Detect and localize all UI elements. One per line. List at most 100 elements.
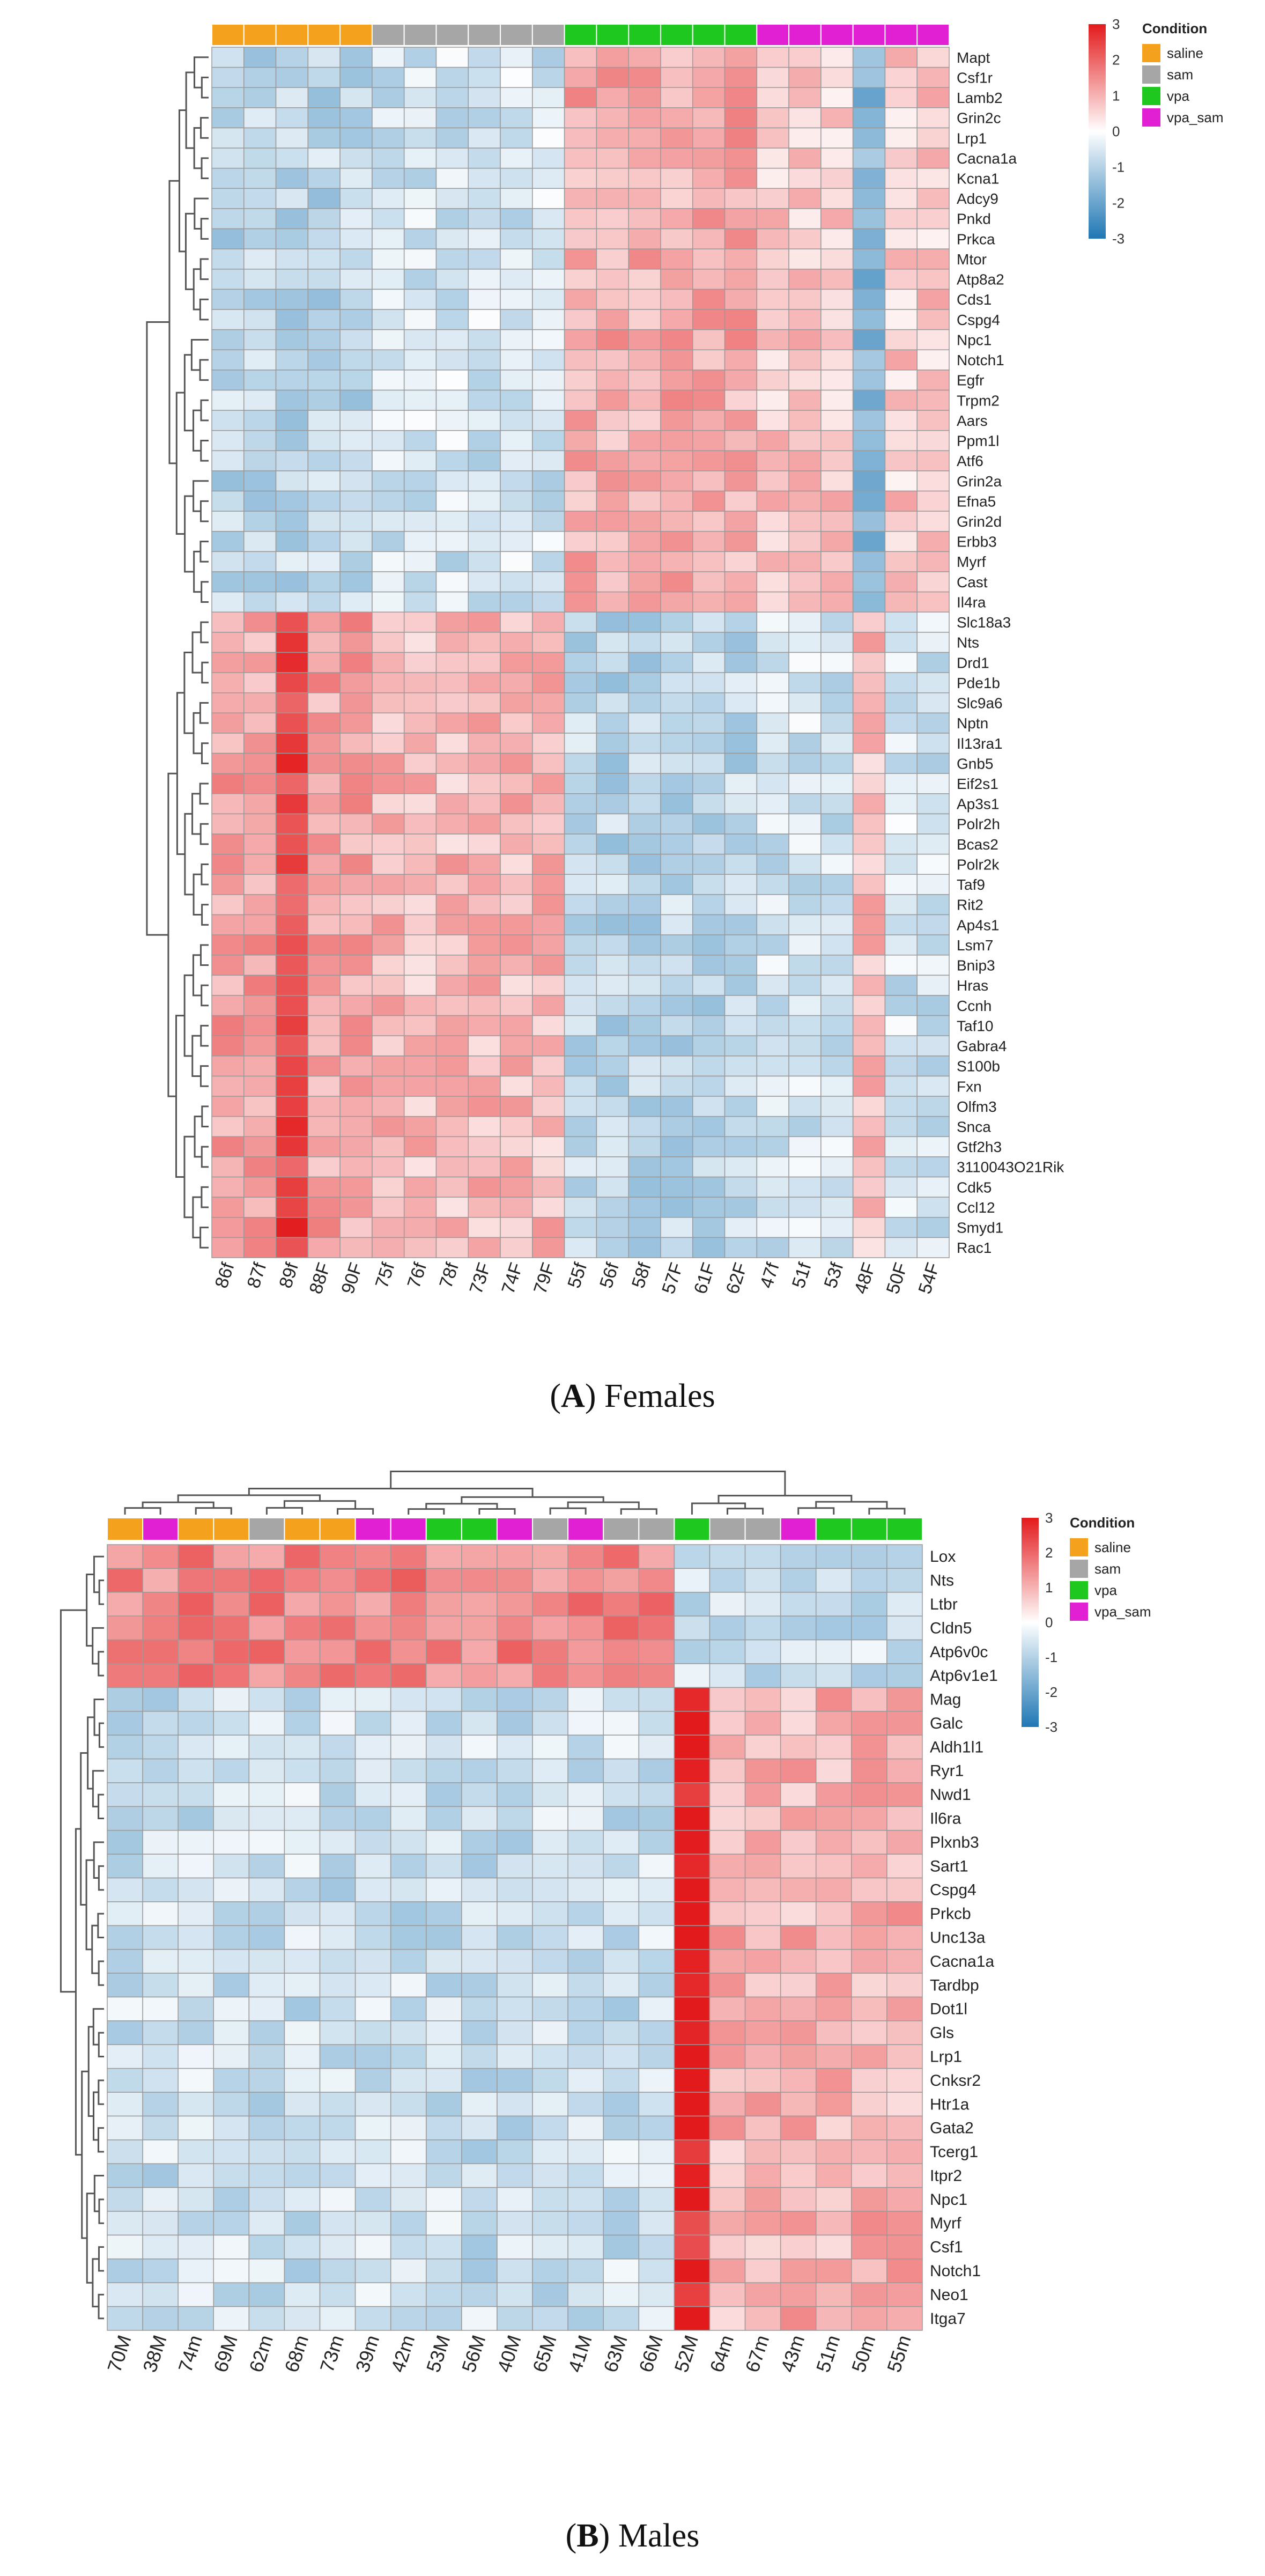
cell-gnb5-53f — [820, 752, 854, 774]
cell-grin2c-79f — [532, 107, 565, 129]
cell-lamb2-79f — [532, 87, 565, 108]
cell-neo1-41m — [567, 2282, 604, 2307]
cell-nts-62m — [248, 1568, 285, 1593]
cell-bnip3-51f — [788, 955, 822, 976]
cell-atp8a2-47f — [756, 269, 789, 290]
cell-gabra4-73f — [468, 1035, 501, 1057]
cell-tcerg1-41m — [567, 2139, 604, 2164]
cell-olfm3-73f — [468, 1096, 501, 1117]
cell-fxn-78f — [435, 1075, 469, 1097]
cell-cspg4-41m — [567, 1877, 604, 1902]
cell-hras-75f — [372, 975, 405, 996]
cell-grin2c-56f — [596, 107, 629, 129]
cell-lrp1-58f — [628, 127, 661, 149]
cell-3110043o21rik-55f — [564, 1156, 597, 1178]
cell-htr1a-67m — [744, 2092, 781, 2117]
cell-htr1a-62m — [248, 2092, 285, 2117]
row-label-cnksr2: Cnksr2 — [930, 2072, 981, 2090]
cell-plxnb3-56m — [461, 1829, 498, 1855]
cell-tardbp-73m — [319, 1973, 356, 1998]
cell-npc1-42m — [390, 2187, 427, 2212]
cell-taf10-61f — [692, 1015, 726, 1036]
cell-erbb3-48f — [852, 531, 886, 552]
cell-hras-73f — [468, 975, 501, 996]
cell-myrf-53m — [426, 2211, 462, 2236]
cell-atp6v0c-64m — [709, 1639, 746, 1664]
cell-egfr-76f — [403, 370, 437, 391]
cell-grin2d-79f — [532, 511, 565, 532]
cell-cnksr2-56m — [461, 2068, 498, 2093]
cell-il4ra-54f — [916, 591, 950, 613]
heatmap-panel-males: LoxNtsLtbrCldn5Atp6v0cAtp6v1e1MagGalcAld… — [60, 1471, 1151, 2375]
cell-atp6v1e1-64m — [709, 1663, 746, 1688]
cell-cacna1a-87f — [243, 147, 277, 169]
cell-mtor-51f — [788, 248, 822, 270]
cell-smyd1-61f — [692, 1217, 726, 1238]
cell-ap3s1-57f — [660, 793, 693, 815]
cell-mag-55m — [886, 1687, 923, 1712]
cell-dot1l-65m — [532, 1996, 568, 2021]
colorbar-gradient — [1022, 1518, 1039, 1727]
row-dendrogram-root — [60, 1609, 87, 1993]
row-dendrogram-branch — [201, 76, 209, 99]
column-label-73f: 73F — [466, 1260, 495, 1296]
cell-snca-88f — [307, 1116, 341, 1138]
legend-label-saline: saline — [1167, 45, 1203, 61]
cell-slc9a6-62f — [724, 692, 758, 714]
column-dendrogram-branch — [797, 1507, 835, 1515]
cell-cnksr2-43m — [780, 2068, 817, 2093]
cell-grin2d-89f — [275, 511, 309, 532]
cell-egfr-51f — [788, 370, 822, 391]
cell-polr2h-90f — [339, 813, 373, 835]
cell-pde1b-61f — [692, 672, 726, 693]
row-label-nts: Nts — [957, 634, 979, 651]
cell-ap3s1-54f — [916, 793, 950, 815]
cell-slc18a3-48f — [852, 611, 886, 633]
cell-lox-56m — [461, 1544, 498, 1569]
cell-ccnh-50f — [884, 995, 918, 1016]
cell-notch1-65m — [532, 2258, 568, 2283]
cell-neo1-55m — [886, 2282, 923, 2307]
row-dendrogram-branch — [193, 873, 202, 916]
cell-aars-88f — [307, 410, 341, 431]
cell-cnksr2-51m — [815, 2068, 852, 2093]
cell-atp6v1e1-56m — [461, 1663, 498, 1688]
cell-cdk5-78f — [435, 1176, 469, 1198]
cell-cacna1a-66m — [638, 1948, 675, 1974]
cell-aldh1l1-67m — [744, 1734, 781, 1760]
column-label-78f: 78f — [435, 1260, 463, 1290]
cell-ccl12-55f — [564, 1197, 597, 1218]
cell-csf1-55m — [886, 2234, 923, 2260]
cell-prkcb-68m — [284, 1901, 321, 1927]
cell-neo1-62m — [248, 2282, 285, 2307]
cell-cast-89f — [275, 571, 309, 593]
cell-il4ra-87f — [243, 591, 277, 613]
cell-atp6v1e1-40m — [497, 1663, 533, 1688]
cell-lox-39m — [354, 1544, 391, 1569]
cell-bnip3-75f — [372, 955, 405, 976]
cell-galc-62m — [248, 1711, 285, 1736]
cell-ap4s1-48f — [852, 914, 886, 935]
cell-fxn-54f — [916, 1075, 950, 1097]
cell-cspg4-61f — [692, 309, 726, 330]
cell-smyd1-47f — [756, 1217, 789, 1238]
cell-bcas2-79f — [532, 833, 565, 855]
cell-cacna1a-53f — [820, 147, 854, 169]
cell-cspg4-87f — [243, 309, 277, 330]
cell-ryr1-67m — [744, 1758, 781, 1783]
cell-efna5-79f — [532, 490, 565, 512]
cell-smyd1-79f — [532, 1217, 565, 1238]
annotation-cell-42m — [390, 1517, 427, 1541]
cell-pde1b-57f — [660, 672, 693, 693]
cell-atf6-62f — [724, 450, 758, 471]
cell-grin2c-76f — [403, 107, 437, 129]
cell-egfr-56f — [596, 370, 629, 391]
cell-cspg4-88f — [307, 309, 341, 330]
column-label-68m: 68m — [280, 2333, 313, 2375]
cell-smyd1-78f — [435, 1217, 469, 1238]
cell-grin2a-74f — [500, 470, 533, 492]
cell-grin2d-53f — [820, 511, 854, 532]
cell-lrp1-68m — [284, 2044, 321, 2069]
cell-il13ra1-55f — [564, 733, 597, 754]
cell-mapt-61f — [692, 47, 726, 68]
